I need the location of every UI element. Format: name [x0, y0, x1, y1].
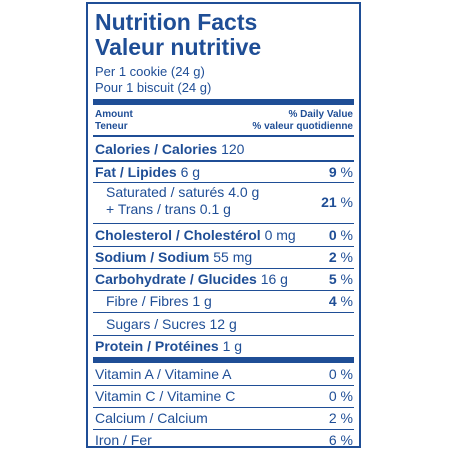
divider	[93, 335, 354, 336]
saturated-label: Saturated / saturés	[106, 184, 225, 200]
protein-value: 1 g	[222, 338, 243, 354]
sugars-label: Sugars / Sucres	[106, 316, 206, 332]
dv-header-fr: % valeur quotidienne	[252, 121, 353, 132]
divider	[93, 160, 354, 162]
calcium-label: Calcium / Calcium	[95, 410, 208, 426]
sodium-label: Sodium / Sodium	[95, 249, 210, 265]
calcium-dv-unit: %	[340, 410, 353, 426]
row-vitamin-c: Vitamin C / Vitamine C 0 %	[95, 387, 353, 405]
cholesterol-value: 0 mg	[264, 227, 296, 243]
saturated-value: 4.0 g	[228, 184, 260, 200]
vitamin-c-dv-unit: %	[340, 388, 353, 404]
title-fr: Valeur nutritive	[95, 34, 262, 60]
iron-dv-unit: %	[340, 432, 353, 448]
trans-label: + Trans / trans	[106, 201, 196, 217]
amount-header-fr: Teneur	[95, 121, 128, 132]
row-saturated-trans: Saturated / saturés 4.0 g + Trans / tran…	[95, 184, 353, 222]
divider	[93, 312, 354, 313]
row-calories: Calories / Calories 120	[95, 140, 353, 158]
sodium-dv: 2	[328, 249, 337, 265]
saturated-trans-dv-unit: %	[340, 194, 353, 210]
fibre-dv: 4	[328, 293, 337, 309]
divider-thick-bottom	[93, 357, 354, 363]
carbohydrate-label: Carbohydrate / Glucides	[95, 271, 257, 287]
divider	[93, 246, 354, 247]
row-fibre: Fibre / Fibres 1 g 4 %	[95, 292, 353, 310]
divider	[93, 385, 354, 386]
row-carbohydrate: Carbohydrate / Glucides 16 g 5 %	[95, 270, 353, 288]
protein-label: Protein / Protéines	[95, 338, 219, 354]
carbohydrate-value: 16 g	[260, 271, 288, 287]
vitamin-a-label: Vitamin A / Vitamine A	[95, 366, 232, 382]
iron-label: Iron / Fer	[95, 432, 152, 448]
row-protein: Protein / Protéines 1 g	[95, 337, 353, 355]
fat-dv: 9	[328, 164, 337, 180]
trans-value: 0.1 g	[199, 201, 231, 217]
sodium-value: 55 mg	[213, 249, 253, 265]
row-cholesterol: Cholesterol / Cholestérol 0 mg 0 %	[95, 226, 353, 244]
row-fat: Fat / Lipides 6 g 9 %	[95, 163, 353, 181]
iron-dv: 6	[328, 432, 337, 448]
title-en: Nutrition Facts	[95, 9, 258, 35]
calories-label: Calories / Calories	[95, 141, 218, 157]
divider-header	[93, 135, 354, 137]
vitamin-a-dv: 0	[328, 366, 337, 382]
row-sugars: Sugars / Sucres 12 g	[95, 315, 353, 333]
cholesterol-dv: 0	[328, 227, 337, 243]
vitamin-a-dv-unit: %	[340, 366, 353, 382]
fat-label: Fat / Lipides	[95, 164, 177, 180]
fibre-dv-unit: %	[340, 293, 353, 309]
serving-size-en: Per 1 cookie (24 g)	[95, 64, 205, 79]
sugars-value: 12 g	[209, 316, 237, 332]
divider	[93, 429, 354, 430]
row-calcium: Calcium / Calcium 2 %	[95, 409, 353, 427]
cholesterol-label: Cholesterol / Cholestérol	[95, 227, 261, 243]
dv-header-en: % Daily Value	[288, 109, 353, 120]
calories-value: 120	[221, 141, 245, 157]
saturated-trans-dv: 21	[321, 194, 337, 210]
fibre-label: Fibre / Fibres	[106, 293, 189, 309]
nutrition-facts-panel: Nutrition Facts Valeur nutritive Per 1 c…	[86, 2, 361, 448]
carbohydrate-dv-unit: %	[340, 271, 353, 287]
divider	[93, 407, 354, 408]
divider	[93, 268, 354, 269]
fibre-value: 1 g	[192, 293, 212, 309]
fat-dv-unit: %	[340, 164, 353, 180]
vitamin-c-dv: 0	[328, 388, 337, 404]
divider	[93, 290, 354, 291]
serving-size-fr: Pour 1 biscuit (24 g)	[95, 80, 212, 95]
amount-header-en: Amount	[95, 109, 133, 120]
row-sodium: Sodium / Sodium 55 mg 2 %	[95, 248, 353, 266]
cholesterol-dv-unit: %	[340, 227, 353, 243]
fat-value: 6 g	[180, 164, 201, 180]
vitamin-c-label: Vitamin C / Vitamine C	[95, 388, 236, 404]
row-iron: Iron / Fer 6 %	[95, 431, 353, 449]
carbohydrate-dv: 5	[328, 271, 337, 287]
row-vitamin-a: Vitamin A / Vitamine A 0 %	[95, 365, 353, 383]
calcium-dv: 2	[328, 410, 337, 426]
divider	[93, 223, 354, 224]
divider	[93, 182, 354, 183]
sodium-dv-unit: %	[340, 249, 353, 265]
divider-thick-top	[93, 99, 354, 105]
